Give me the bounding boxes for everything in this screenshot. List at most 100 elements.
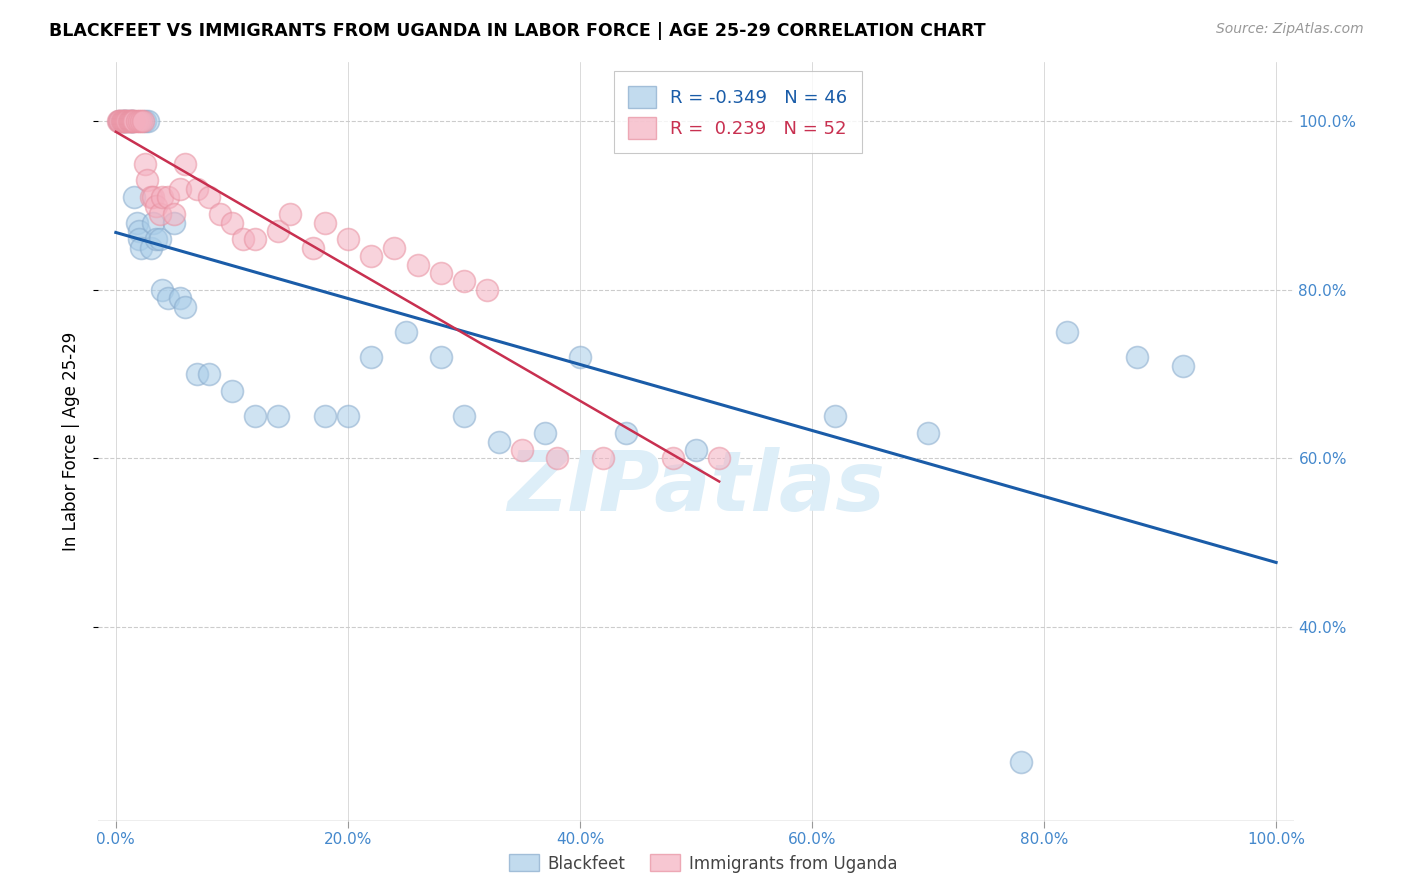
Point — [107, 114, 129, 128]
Point — [186, 182, 208, 196]
Point — [197, 367, 219, 381]
Point — [534, 426, 557, 441]
Point — [117, 114, 139, 128]
Point — [488, 434, 510, 449]
Point — [131, 114, 153, 128]
Point — [122, 114, 145, 128]
Point — [232, 232, 254, 246]
Point — [314, 409, 336, 424]
Point — [115, 114, 138, 128]
Point — [197, 190, 219, 204]
Point — [395, 325, 418, 339]
Point — [406, 258, 429, 272]
Point — [111, 114, 134, 128]
Point — [174, 156, 197, 170]
Text: Source: ZipAtlas.com: Source: ZipAtlas.com — [1216, 22, 1364, 37]
Point — [120, 114, 142, 128]
Point — [221, 384, 243, 398]
Text: BLACKFEET VS IMMIGRANTS FROM UGANDA IN LABOR FORCE | AGE 25-29 CORRELATION CHART: BLACKFEET VS IMMIGRANTS FROM UGANDA IN L… — [49, 22, 986, 40]
Point — [157, 291, 180, 305]
Point — [510, 442, 533, 457]
Point — [336, 232, 359, 246]
Point — [278, 207, 301, 221]
Point — [150, 190, 173, 204]
Point — [149, 232, 172, 246]
Point — [157, 190, 180, 204]
Point — [145, 232, 167, 246]
Point — [110, 114, 132, 128]
Point — [139, 241, 162, 255]
Point — [117, 114, 139, 128]
Point — [124, 114, 146, 128]
Point — [131, 241, 153, 255]
Point — [136, 173, 159, 187]
Point — [174, 300, 197, 314]
Point — [568, 351, 591, 365]
Point — [221, 215, 243, 229]
Point — [314, 215, 336, 229]
Point — [429, 266, 451, 280]
Point — [360, 249, 382, 263]
Point — [1056, 325, 1078, 339]
Point — [163, 207, 186, 221]
Point — [111, 114, 134, 128]
Point — [125, 114, 148, 128]
Point — [243, 409, 266, 424]
Point — [824, 409, 846, 424]
Point — [131, 114, 153, 128]
Point — [1010, 755, 1032, 769]
Point — [128, 114, 150, 128]
Point — [150, 283, 173, 297]
Point — [169, 291, 191, 305]
Point — [142, 215, 165, 229]
Point — [1173, 359, 1195, 373]
Point — [685, 442, 707, 457]
Point — [128, 224, 150, 238]
Point — [128, 232, 150, 246]
Point — [136, 114, 159, 128]
Point — [661, 451, 683, 466]
Point — [134, 114, 156, 128]
Point — [453, 275, 475, 289]
Point — [134, 156, 156, 170]
Point — [163, 215, 186, 229]
Point — [209, 207, 232, 221]
Point — [114, 114, 136, 128]
Point — [709, 451, 731, 466]
Point — [917, 426, 939, 441]
Legend: Blackfeet, Immigrants from Uganda: Blackfeet, Immigrants from Uganda — [502, 847, 904, 880]
Point — [142, 190, 165, 204]
Legend: R = -0.349   N = 46, R =  0.239   N = 52: R = -0.349 N = 46, R = 0.239 N = 52 — [614, 71, 862, 153]
Point — [108, 114, 131, 128]
Point — [267, 409, 290, 424]
Point — [112, 114, 135, 128]
Point — [125, 215, 148, 229]
Point — [429, 351, 451, 365]
Point — [614, 426, 637, 441]
Point — [111, 114, 134, 128]
Point — [149, 207, 172, 221]
Point — [108, 114, 131, 128]
Point — [1126, 351, 1149, 365]
Point — [546, 451, 568, 466]
Point — [336, 409, 359, 424]
Point — [186, 367, 208, 381]
Point — [121, 114, 143, 128]
Point — [122, 114, 145, 128]
Point — [121, 114, 143, 128]
Point — [169, 182, 191, 196]
Point — [117, 114, 139, 128]
Point — [139, 190, 162, 204]
Point — [118, 114, 141, 128]
Point — [243, 232, 266, 246]
Point — [360, 351, 382, 365]
Point — [302, 241, 325, 255]
Point — [124, 190, 146, 204]
Point — [382, 241, 405, 255]
Point — [112, 114, 135, 128]
Point — [114, 114, 136, 128]
Point — [267, 224, 290, 238]
Point — [592, 451, 614, 466]
Point — [453, 409, 475, 424]
Point — [145, 199, 167, 213]
